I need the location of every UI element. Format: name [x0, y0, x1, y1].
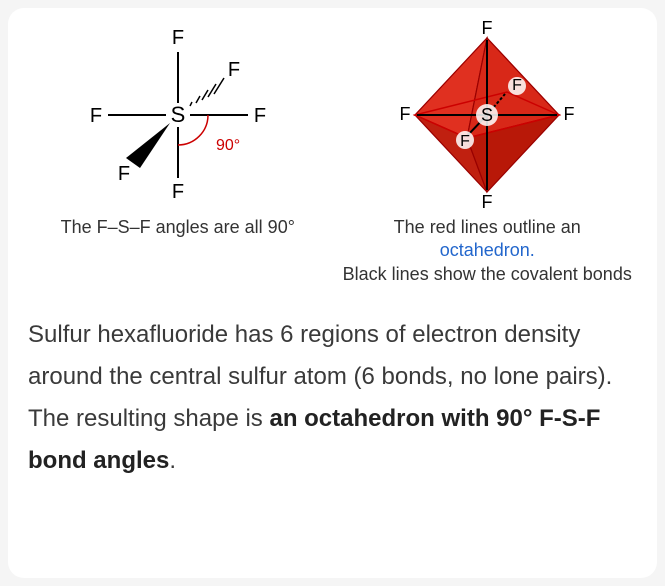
dash-bond — [190, 78, 224, 106]
atom-label: F — [512, 77, 522, 94]
caption-text: The red lines outline an — [394, 217, 581, 237]
left-figure-column: F F F F F — [28, 20, 328, 286]
atom-label: F — [482, 192, 493, 212]
atom-label: F — [460, 133, 470, 150]
center-atom-label: S — [481, 105, 493, 125]
atom-label: F — [482, 18, 493, 38]
atom-label: F — [254, 105, 266, 127]
content-card: F F F F F — [8, 8, 657, 578]
atom-label: F — [172, 27, 184, 49]
left-caption: The F–S–F angles are all 90° — [61, 216, 295, 239]
atom-label: F — [564, 104, 575, 124]
caption-link[interactable]: octahedron. — [440, 240, 535, 260]
wedge-bond — [126, 123, 170, 168]
angle-label: 90° — [216, 137, 240, 154]
right-figure-column: F F F F F F S The red lines outline an o… — [338, 20, 638, 286]
atom-label: F — [400, 104, 411, 124]
right-caption: The red lines outline an octahedron. Bla… — [343, 216, 632, 286]
atom-label: F — [172, 181, 184, 203]
caption-text: Black lines show the covalent bonds — [343, 264, 632, 284]
octahedron-diagram: F F F F F F S — [338, 20, 638, 210]
sf6-structure-diagram: F F F F F — [28, 20, 328, 210]
atom-label: F — [228, 59, 240, 81]
atom-label: F — [90, 105, 102, 127]
atom-label: F — [118, 163, 130, 185]
figures-row: F F F F F — [28, 20, 637, 286]
body-paragraph: Sulfur hexafluoride has 6 regions of ele… — [28, 314, 637, 482]
center-atom-label: S — [170, 102, 185, 127]
body-text-after: . — [169, 447, 176, 474]
